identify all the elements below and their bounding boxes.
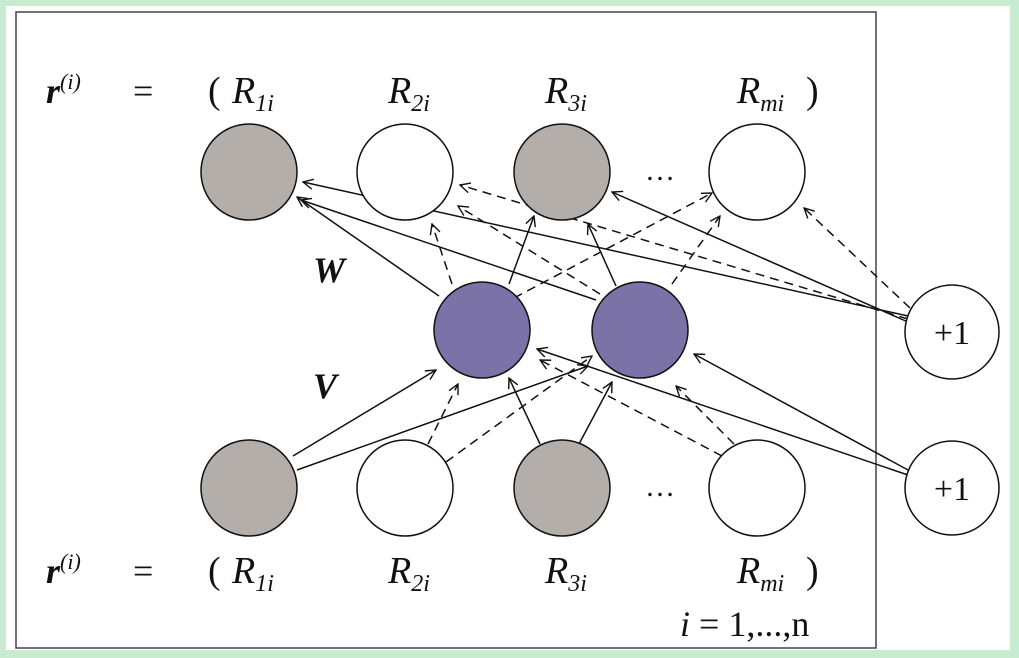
input-node-3 bbox=[513, 439, 611, 537]
output-node-2 bbox=[356, 123, 454, 221]
edge-v-i4-h1 bbox=[540, 360, 723, 457]
hidden-node-1 bbox=[433, 281, 531, 379]
weight-label-w: W bbox=[313, 250, 348, 290]
plate-box bbox=[15, 11, 877, 649]
edge-w-h2-o2 bbox=[458, 206, 601, 295]
top-vector-symbol: r(i) bbox=[46, 69, 81, 111]
output-node-1 bbox=[200, 123, 298, 221]
edge-b1-o2 bbox=[460, 185, 909, 320]
bottom-label-r3: R3i bbox=[544, 550, 587, 597]
bottom-label-rm: Rmi bbox=[736, 550, 784, 597]
edge-v-i2-h2 bbox=[445, 356, 592, 463]
edge-w-h2-o1 bbox=[301, 200, 597, 301]
bias-label-lower: +1 bbox=[934, 471, 970, 508]
plate-index-label: i = 1,...,n bbox=[680, 604, 809, 644]
edge-w-h2-o3 bbox=[588, 224, 617, 287]
edge-v-i3-h1 bbox=[509, 378, 541, 445]
top-vector-equation: r(i) = ( R1i R2i R3i Rmi ) bbox=[46, 69, 819, 117]
bottom-equals-sign: = bbox=[133, 551, 153, 591]
edge-b2-h1 bbox=[537, 349, 909, 476]
edges bbox=[292, 182, 911, 476]
edge-b2-h2 bbox=[694, 354, 909, 471]
bottom-vector-symbol: r(i) bbox=[46, 549, 81, 591]
edge-v-i1-h2 bbox=[296, 366, 588, 471]
top-label-r2: R2i bbox=[387, 70, 430, 117]
bottom-ellipsis: … bbox=[645, 470, 675, 503]
hidden-node-2 bbox=[591, 281, 689, 379]
top-open-paren: ( bbox=[208, 70, 221, 112]
bias-node-lower bbox=[904, 440, 1000, 536]
bottom-vector-equation: r(i) = ( R1i R2i R3i Rmi ) bbox=[46, 549, 819, 597]
bias-label-upper: +1 bbox=[934, 315, 970, 352]
edge-v-i1-h1 bbox=[292, 370, 436, 457]
bottom-label-r1: R1i bbox=[231, 550, 274, 597]
edge-v-i2-h1 bbox=[427, 384, 458, 445]
bottom-open-paren: ( bbox=[208, 550, 221, 592]
edge-b1-o4 bbox=[804, 208, 911, 309]
top-label-rm: Rmi bbox=[736, 70, 784, 117]
top-equals-sign: = bbox=[133, 71, 153, 111]
bottom-close-paren: ) bbox=[806, 550, 819, 592]
output-node-3 bbox=[513, 123, 611, 221]
top-label-r1: R1i bbox=[231, 70, 274, 117]
bottom-label-r2: R2i bbox=[387, 550, 430, 597]
edge-b1-o3 bbox=[612, 192, 909, 323]
top-close-paren: ) bbox=[806, 70, 819, 112]
edge-w-h1-o4 bbox=[513, 193, 712, 299]
edge-w-h1-o2 bbox=[432, 224, 453, 285]
edge-v-i4-h2 bbox=[676, 386, 735, 445]
nodes bbox=[200, 123, 1000, 537]
edge-w-h1-o1 bbox=[297, 197, 440, 297]
output-node-m bbox=[708, 123, 806, 221]
input-node-2 bbox=[356, 439, 454, 537]
input-node-m bbox=[708, 439, 806, 537]
input-node-1 bbox=[200, 439, 298, 537]
bias-node-upper bbox=[904, 284, 1000, 380]
top-ellipsis: … bbox=[645, 154, 675, 187]
weight-label-v: V bbox=[313, 366, 340, 406]
edge-v-i3-h2 bbox=[578, 382, 612, 445]
top-label-r3: R3i bbox=[544, 70, 587, 117]
edge-w-h2-o4 bbox=[671, 216, 720, 285]
